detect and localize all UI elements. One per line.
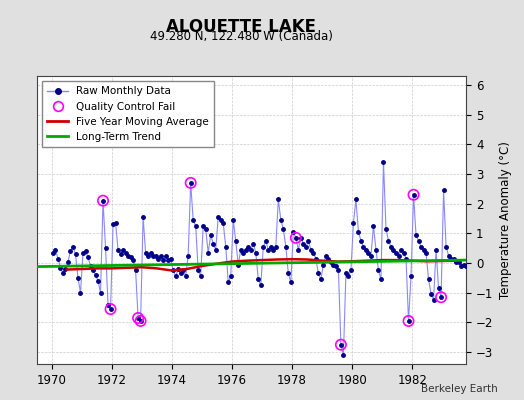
Point: [134, 315, 143, 321]
Point: [106, 306, 115, 312]
Text: 49.280 N, 122.480 W (Canada): 49.280 N, 122.480 W (Canada): [150, 30, 332, 43]
Point: [187, 180, 195, 186]
Point: [337, 342, 345, 348]
Point: [437, 294, 445, 300]
Point: [99, 198, 107, 204]
Point: [409, 192, 418, 198]
Legend: Raw Monthly Data, Quality Control Fail, Five Year Moving Average, Long-Term Tren: Raw Monthly Data, Quality Control Fail, …: [42, 81, 214, 147]
Point: [136, 318, 145, 324]
Text: Berkeley Earth: Berkeley Earth: [421, 384, 498, 394]
Text: ALOUETTE LAKE: ALOUETTE LAKE: [166, 18, 316, 36]
Point: [292, 235, 300, 241]
Y-axis label: Temperature Anomaly (°C): Temperature Anomaly (°C): [499, 141, 512, 299]
Point: [405, 318, 413, 324]
